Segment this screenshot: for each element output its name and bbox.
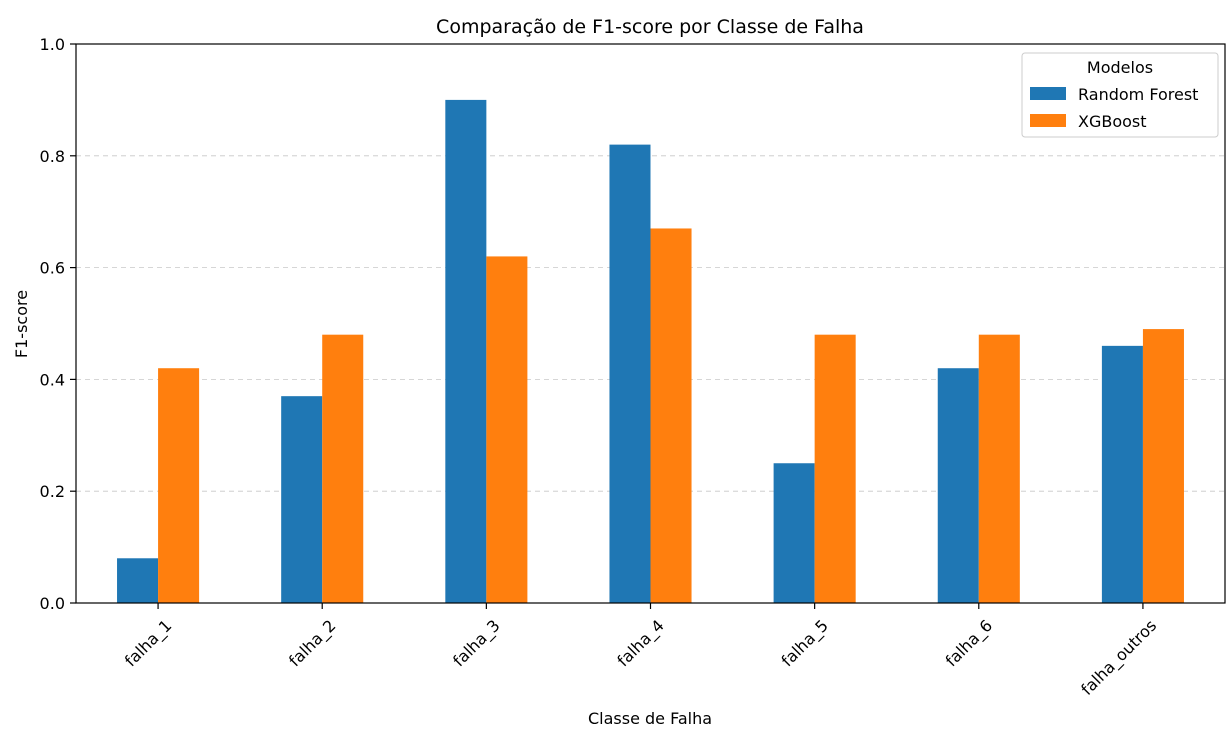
- bar-xgboost-falha_2: [322, 334, 364, 603]
- chart-title: Comparação de F1-score por Classe de Fal…: [436, 16, 864, 38]
- bar-random-forest-falha_outros: [1101, 345, 1143, 603]
- y-tick-label: 0.8: [40, 147, 65, 166]
- bar-random-forest-falha_3: [445, 99, 487, 604]
- x-tick-label: falha_4: [613, 616, 668, 671]
- legend-title: Modelos: [1087, 58, 1153, 77]
- grid-lines: [76, 155, 1225, 492]
- y-axis-title: F1-score: [12, 290, 31, 358]
- y-axis: 0.0 0.2 0.4 0.6 0.8 1.0: [40, 35, 76, 613]
- legend-swatch-series-2: [1030, 114, 1066, 127]
- bar-xgboost-falha_1: [158, 368, 200, 603]
- bar-random-forest-falha_1: [117, 558, 159, 603]
- legend-label-series-2: XGBoost: [1078, 112, 1147, 131]
- bars: [117, 99, 1184, 604]
- bar-xgboost-falha_5: [814, 334, 856, 603]
- y-tick-label: 0.6: [40, 259, 65, 278]
- y-tick-label: 1.0: [40, 35, 65, 54]
- bar-xgboost-falha_outros: [1142, 329, 1184, 603]
- bar-xgboost-falha_4: [650, 228, 692, 603]
- y-tick-label: 0.4: [40, 370, 65, 389]
- x-tick-label: falha_outros: [1077, 616, 1161, 700]
- legend-box: [1021, 52, 1219, 138]
- bar-random-forest-falha_2: [281, 396, 323, 603]
- bar-random-forest-falha_4: [609, 144, 651, 603]
- x-tick-label: falha_3: [449, 616, 504, 671]
- bar-random-forest-falha_5: [773, 463, 815, 603]
- x-tick-label: falha_1: [121, 616, 176, 671]
- x-tick-label: falha_5: [777, 616, 832, 671]
- x-tick-label: falha_6: [942, 616, 997, 671]
- x-axis-title: Classe de Falha: [588, 709, 712, 728]
- bar-xgboost-falha_3: [486, 256, 528, 603]
- bar-xgboost-falha_6: [978, 334, 1020, 603]
- x-axis: falha_1 falha_2 falha_3 falha_4 falha_5 falha…: [121, 603, 1161, 700]
- legend: Modelos Random Forest XGBoost: [1021, 52, 1219, 138]
- y-tick-label: 0.0: [40, 594, 65, 613]
- bar-random-forest-falha_6: [937, 368, 979, 603]
- y-tick-label: 0.2: [40, 482, 65, 501]
- x-tick-label: falha_2: [285, 616, 340, 671]
- legend-label-series-1: Random Forest: [1078, 85, 1198, 104]
- legend-swatch-series-1: [1030, 87, 1066, 100]
